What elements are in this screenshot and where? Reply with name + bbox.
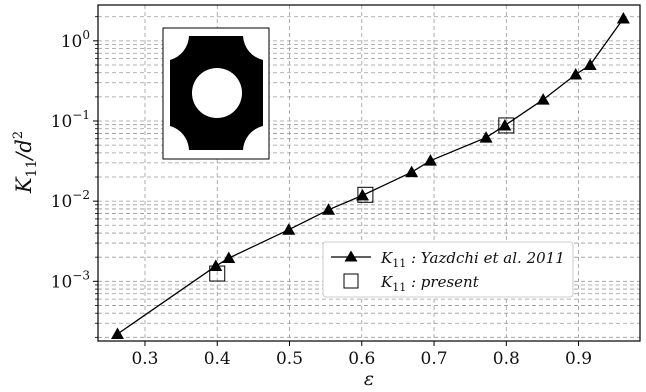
triangle-marker bbox=[405, 165, 419, 178]
legend: K11 : Yazdchi et al. 2011 K11 : present bbox=[322, 241, 574, 298]
legend-present-main: K bbox=[380, 273, 393, 291]
legend-marker-square bbox=[343, 273, 359, 289]
y-tick-exponent: −2 bbox=[72, 188, 90, 202]
y-tick-exponent: 0 bbox=[82, 28, 90, 42]
legend-label-present: K11 : present bbox=[380, 273, 480, 294]
triangle-marker bbox=[111, 327, 125, 340]
y-tick-label: 10−1 bbox=[51, 108, 90, 132]
x-tick-label: 0.3 bbox=[131, 349, 158, 369]
y-axis-title-main: K bbox=[12, 176, 36, 194]
y-tick-base: 10 bbox=[51, 112, 73, 132]
y-axis-title-rest: /d bbox=[12, 139, 36, 162]
plot-frame bbox=[97, 4, 641, 342]
triangle-marker bbox=[282, 223, 296, 235]
y-axis-title-sup: 2 bbox=[11, 131, 26, 139]
legend-yazdchi-rest: : Yazdchi et al. 2011 bbox=[406, 249, 565, 267]
square-marker bbox=[209, 265, 226, 282]
triangle-marker bbox=[423, 154, 437, 166]
y-tick-exponent: −3 bbox=[72, 268, 90, 282]
y-tick-base: 10 bbox=[61, 32, 83, 52]
legend-label-yazdchi: K11 : Yazdchi et al. 2011 bbox=[380, 249, 565, 270]
triangle-marker bbox=[583, 58, 597, 70]
y-tick-label: 10−2 bbox=[51, 188, 90, 212]
square-marker bbox=[498, 117, 515, 134]
x-tick-label: 0.9 bbox=[565, 349, 592, 369]
unit-cell-inset bbox=[162, 27, 270, 160]
triangle-marker bbox=[569, 68, 583, 80]
legend-yazdchi-main: K bbox=[380, 249, 393, 267]
y-axis-title-sub: 11 bbox=[24, 160, 40, 178]
triangle-marker bbox=[498, 118, 512, 131]
x-tick-label: 0.4 bbox=[204, 349, 231, 369]
x-axis-title: ε bbox=[364, 368, 374, 390]
y-tick-base: 10 bbox=[51, 272, 73, 292]
legend-present-sub: 11 bbox=[392, 281, 406, 294]
triangle-marker bbox=[616, 11, 630, 24]
x-tick-label: 0.6 bbox=[348, 349, 375, 369]
triangle-marker bbox=[322, 203, 336, 215]
y-tick-label: 100 bbox=[61, 28, 90, 52]
legend-box bbox=[322, 241, 574, 298]
legend-present-rest: : present bbox=[406, 273, 479, 291]
y-tick-exponent: −1 bbox=[72, 108, 90, 122]
y-tick-base: 10 bbox=[51, 192, 73, 212]
y-tick-label: 10−3 bbox=[51, 268, 90, 292]
svg-text:K11/d2: K11/d2 bbox=[11, 131, 40, 194]
triangle-marker bbox=[355, 188, 369, 201]
triangle-marker bbox=[479, 131, 493, 143]
x-axis: 0.3 0.4 0.5 0.6 0.7 0.8 0.9 bbox=[131, 341, 592, 369]
unit-cell-solid bbox=[170, 36, 263, 150]
x-tick-label: 0.7 bbox=[421, 349, 448, 369]
legend-yazdchi-sub: 11 bbox=[392, 257, 406, 270]
y-axis-title: K11/d2 bbox=[11, 131, 40, 194]
triangle-marker bbox=[222, 251, 236, 264]
triangle-marker bbox=[209, 259, 223, 272]
x-tick-label: 0.8 bbox=[493, 349, 520, 369]
triangle-marker bbox=[536, 93, 550, 105]
square-marker bbox=[357, 186, 374, 203]
x-tick-label: 0.5 bbox=[276, 349, 303, 369]
markers bbox=[111, 11, 630, 340]
legend-marker-triangle bbox=[344, 250, 358, 262]
